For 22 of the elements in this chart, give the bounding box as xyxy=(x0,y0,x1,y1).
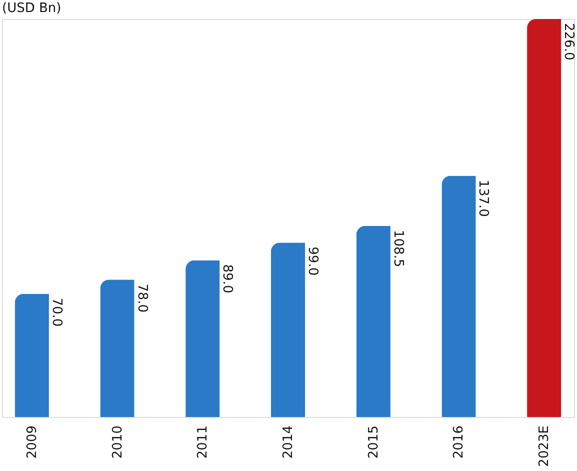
data-label: 99.0 xyxy=(305,246,320,276)
data-label: 89.0 xyxy=(220,264,235,294)
bar xyxy=(442,176,476,417)
bar xyxy=(270,242,306,417)
x-tick-label: 2010 xyxy=(110,426,126,459)
x-tick-label: 2009 xyxy=(24,426,40,459)
bar xyxy=(100,280,134,417)
x-tick-label: 2014 xyxy=(281,426,296,459)
bar xyxy=(186,260,220,417)
data-label: 137.0 xyxy=(476,180,491,217)
bar xyxy=(356,226,390,417)
x-tick-label: 2011 xyxy=(196,426,211,459)
chart-title: (USD Bn) xyxy=(2,1,62,16)
data-label: 70.0 xyxy=(48,298,64,327)
data-label: 226.0 xyxy=(561,23,576,60)
data-label: 78.0 xyxy=(134,284,150,313)
data-label: 108.5 xyxy=(390,230,406,268)
x-tick-label: 2015 xyxy=(366,426,382,459)
bar xyxy=(14,294,49,417)
bar xyxy=(527,19,562,417)
x-tick-label: 2016 xyxy=(452,426,467,459)
x-tick-label: 2023E xyxy=(537,426,552,467)
